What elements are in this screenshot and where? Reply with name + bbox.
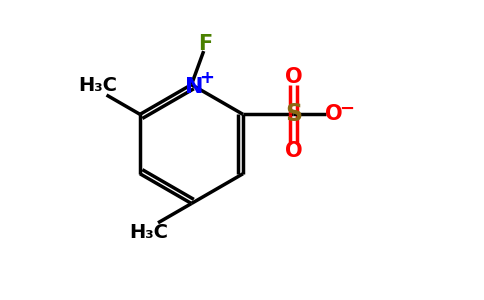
Text: O: O (285, 67, 302, 87)
Text: +: + (199, 69, 214, 87)
Text: F: F (198, 34, 212, 54)
Text: O: O (325, 104, 343, 124)
Text: H₃C: H₃C (78, 76, 117, 95)
Text: −: − (339, 100, 354, 118)
Text: O: O (285, 142, 302, 161)
Text: S: S (285, 102, 302, 126)
Text: H₃C: H₃C (130, 223, 168, 242)
Text: N: N (184, 77, 203, 97)
